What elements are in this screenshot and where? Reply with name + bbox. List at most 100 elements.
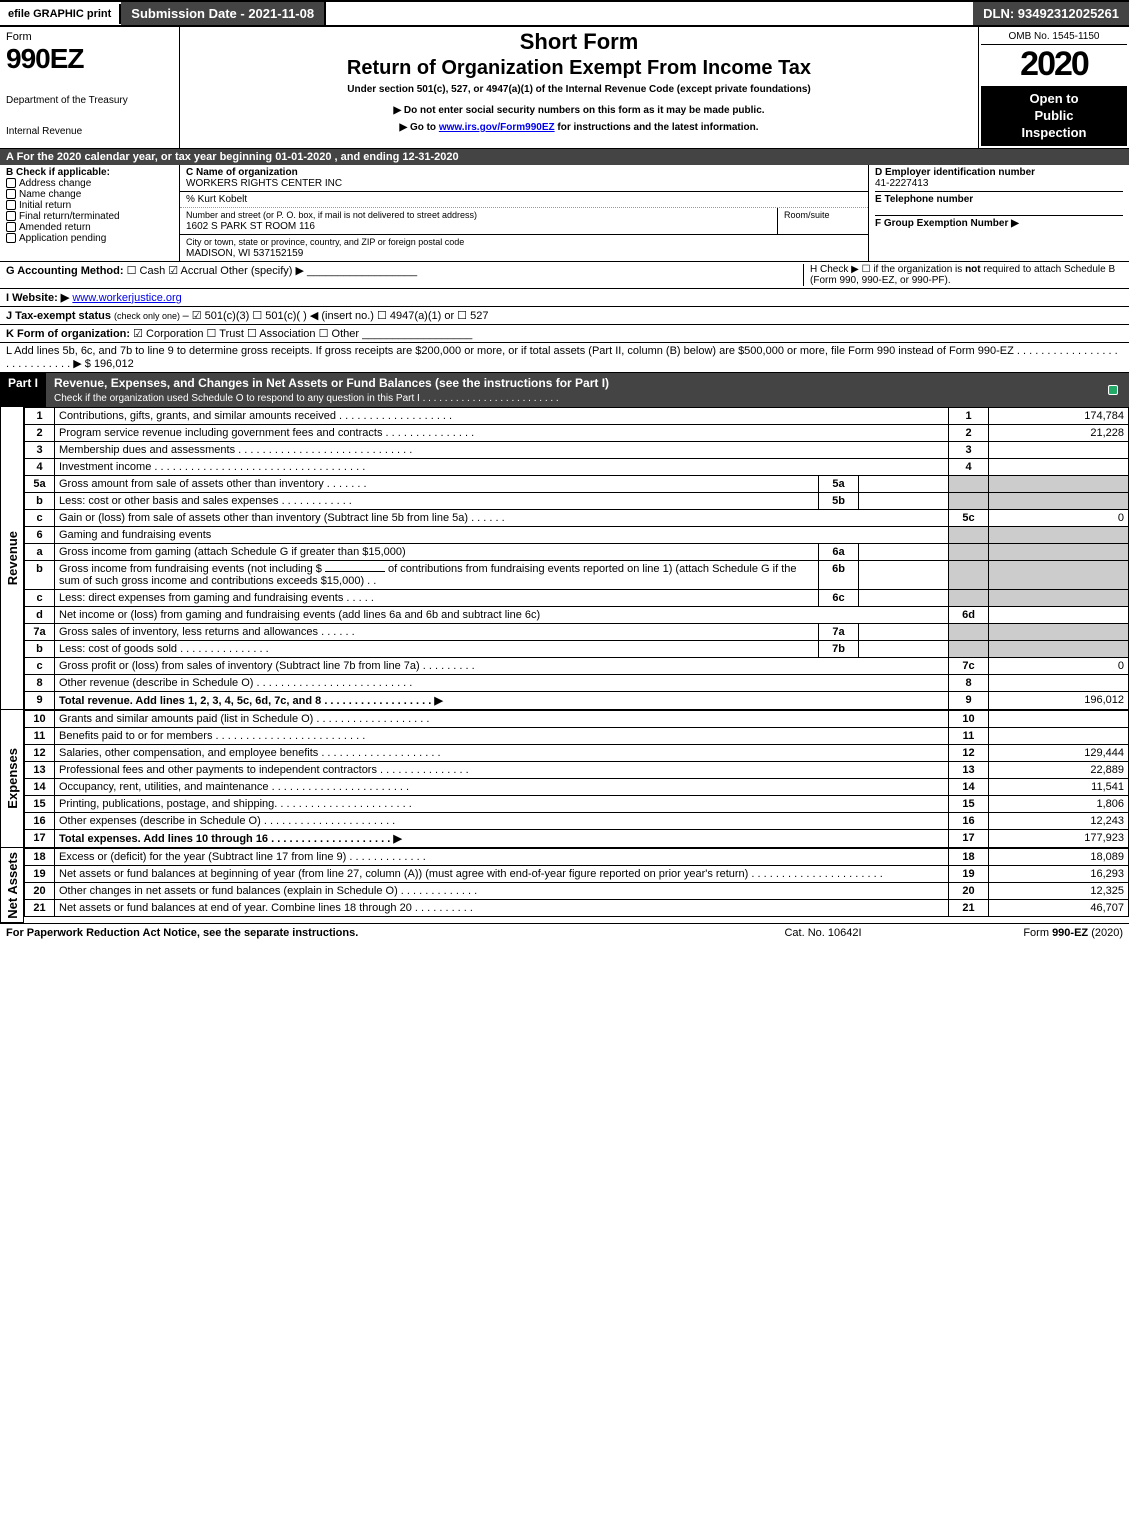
row-j-sub: (check only one) bbox=[114, 311, 183, 321]
chk-amended-return[interactable]: Amended return bbox=[6, 222, 173, 233]
line-6d-amt bbox=[989, 606, 1129, 623]
box-c-city: City or town, state or province, country… bbox=[180, 235, 868, 261]
row-g-opts[interactable]: ☐ Cash ☑ Accrual Other (specify) ▶ bbox=[127, 265, 304, 277]
line-12-num: 12 bbox=[25, 744, 55, 761]
line-11-col: 11 bbox=[949, 727, 989, 744]
line-12: 12Salaries, other compensation, and empl… bbox=[25, 744, 1129, 761]
line-15-num: 15 bbox=[25, 795, 55, 812]
goto-link[interactable]: www.irs.gov/Form990EZ bbox=[439, 122, 555, 133]
line-16-text: Other expenses (describe in Schedule O) … bbox=[55, 812, 949, 829]
line-2-amt: 21,228 bbox=[989, 424, 1129, 441]
line-9: 9 Total revenue. Add lines 1, 2, 3, 4, 5c… bbox=[25, 691, 1129, 709]
form-id-pre: Form bbox=[1023, 927, 1052, 939]
lbl-initial-return: Initial return bbox=[19, 200, 71, 211]
part-i-check[interactable] bbox=[1099, 384, 1129, 396]
line-15: 15Printing, publications, postage, and s… bbox=[25, 795, 1129, 812]
line-6d: dNet income or (loss) from gaming and fu… bbox=[25, 606, 1129, 623]
box-e: E Telephone number bbox=[875, 194, 1123, 216]
box-d-label: D Employer identification number bbox=[875, 167, 1035, 178]
line-13-col: 13 bbox=[949, 761, 989, 778]
line-6b-num: b bbox=[25, 560, 55, 589]
website-link[interactable]: www.workerjustice.org bbox=[72, 292, 181, 304]
line-6c-text: Less: direct expenses from gaming and fu… bbox=[55, 589, 819, 606]
line-6b-amtshade bbox=[989, 560, 1129, 589]
line-17-text: Total expenses. Add lines 10 through 16 … bbox=[55, 829, 949, 847]
line-7b-sub: 7b bbox=[819, 640, 859, 657]
addr-room-row: Number and street (or P. O. box, if mail… bbox=[180, 208, 868, 234]
line-14: 14Occupancy, rent, utilities, and mainte… bbox=[25, 778, 1129, 795]
efile-print-button[interactable]: efile GRAPHIC print bbox=[0, 4, 121, 24]
line-21-text: Net assets or fund balances at end of ye… bbox=[55, 899, 949, 916]
header-right: OMB No. 1545-1150 2020 Open to Public In… bbox=[979, 27, 1129, 148]
row-h-label[interactable]: H Check ▶ ☐ if the organization is bbox=[810, 264, 965, 275]
line-7b-subamt bbox=[859, 640, 949, 657]
line-12-text: Salaries, other compensation, and employ… bbox=[55, 744, 949, 761]
line-7c-col: 7c bbox=[949, 657, 989, 674]
form-id: Form 990-EZ (2020) bbox=[923, 927, 1123, 939]
row-l: L Add lines 5b, 6c, and 7b to line 9 to … bbox=[0, 343, 1129, 373]
form-title: Return of Organization Exempt From Incom… bbox=[184, 57, 974, 80]
line-7a-text: Gross sales of inventory, less returns a… bbox=[55, 623, 819, 640]
line-20-text: Other changes in net assets or fund bala… bbox=[55, 882, 949, 899]
row-k-opts[interactable]: ☑ Corporation ☐ Trust ☐ Association ☐ Ot… bbox=[133, 328, 359, 340]
expenses-vlabel: Expenses bbox=[3, 744, 22, 813]
line-6c-subamt bbox=[859, 589, 949, 606]
tax-year: 2020 bbox=[981, 45, 1127, 87]
chk-application-pending[interactable]: Application pending bbox=[6, 233, 173, 244]
row-k-line[interactable]: __________________ bbox=[362, 328, 472, 340]
line-6a: aGross income from gaming (attach Schedu… bbox=[25, 543, 1129, 560]
line-10-amt bbox=[989, 710, 1129, 727]
line-16: 16Other expenses (describe in Schedule O… bbox=[25, 812, 1129, 829]
line-12-col: 12 bbox=[949, 744, 989, 761]
revenue-vlabel: Revenue bbox=[3, 527, 22, 589]
row-j-opts[interactable]: – ☑ 501(c)(3) ☐ 501(c)( ) ◀ (insert no.)… bbox=[183, 310, 489, 322]
line-13-text: Professional fees and other payments to … bbox=[55, 761, 949, 778]
row-g-line[interactable]: __________________ bbox=[307, 265, 417, 277]
line-14-num: 14 bbox=[25, 778, 55, 795]
line-16-num: 16 bbox=[25, 812, 55, 829]
line-9-col: 9 bbox=[949, 691, 989, 709]
line-5a-num: 5a bbox=[25, 475, 55, 492]
expenses-table: 10Grants and similar amounts paid (list … bbox=[24, 710, 1129, 848]
line-6d-num: d bbox=[25, 606, 55, 623]
line-18-text: Excess or (deficit) for the year (Subtra… bbox=[55, 848, 949, 865]
line-21-col: 21 bbox=[949, 899, 989, 916]
box-b-title: B Check if applicable: bbox=[6, 167, 173, 178]
line-13: 13Professional fees and other payments t… bbox=[25, 761, 1129, 778]
row-j-label: J Tax-exempt status bbox=[6, 310, 111, 322]
line-9-text: Total revenue. Add lines 1, 2, 3, 4, 5c,… bbox=[55, 691, 949, 709]
line-10: 10Grants and similar amounts paid (list … bbox=[25, 710, 1129, 727]
line-5b-text: Less: cost or other basis and sales expe… bbox=[55, 492, 819, 509]
part-i-sub: Check if the organization used Schedule … bbox=[54, 393, 559, 404]
line-14-amt: 11,541 bbox=[989, 778, 1129, 795]
line-6b-blank[interactable] bbox=[325, 571, 385, 572]
line-9-bold: Total revenue. Add lines 1, 2, 3, 4, 5c,… bbox=[59, 695, 443, 707]
line-19-num: 19 bbox=[25, 865, 55, 882]
line-7c-num: c bbox=[25, 657, 55, 674]
line-12-amt: 129,444 bbox=[989, 744, 1129, 761]
chk-address-change[interactable]: Address change bbox=[6, 178, 173, 189]
chk-final-return[interactable]: Final return/terminated bbox=[6, 211, 173, 222]
chk-name-change[interactable]: Name change bbox=[6, 189, 173, 200]
dept-irs: Internal Revenue bbox=[6, 126, 173, 137]
goto-line: ▶ Go to www.irs.gov/Form990EZ for instru… bbox=[184, 122, 974, 133]
lbl-amended-return: Amended return bbox=[19, 222, 91, 233]
expenses-section: Expenses 10Grants and similar amounts pa… bbox=[0, 710, 1129, 848]
inspect-l3: Inspection bbox=[1021, 125, 1086, 140]
street-address: 1602 S PARK ST ROOM 116 bbox=[186, 221, 315, 232]
line-2-text: Program service revenue including govern… bbox=[55, 424, 949, 441]
chk-initial-return[interactable]: Initial return bbox=[6, 200, 173, 211]
inspect-l1: Open to bbox=[1029, 91, 1078, 106]
form-word: Form bbox=[6, 31, 173, 43]
revenue-vlabel-col: Revenue bbox=[0, 407, 24, 710]
line-18-num: 18 bbox=[25, 848, 55, 865]
line-6-text: Gaming and fundraising events bbox=[55, 526, 949, 543]
line-21-num: 21 bbox=[25, 899, 55, 916]
box-e-label: E Telephone number bbox=[875, 194, 973, 205]
line-7c-amt: 0 bbox=[989, 657, 1129, 674]
line-6a-subamt bbox=[859, 543, 949, 560]
line-5c: cGain or (loss) from sale of assets othe… bbox=[25, 509, 1129, 526]
line-16-amt: 12,243 bbox=[989, 812, 1129, 829]
line-5a-amtshade bbox=[989, 475, 1129, 492]
line-20-num: 20 bbox=[25, 882, 55, 899]
